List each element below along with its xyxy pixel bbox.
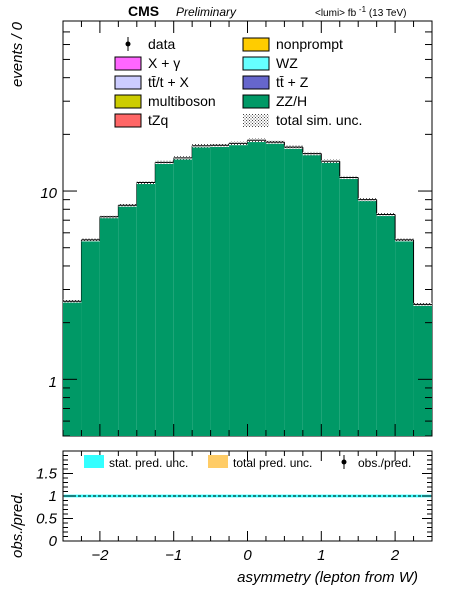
- zz-h-bar: [321, 161, 340, 436]
- legend-swatch: [242, 94, 270, 109]
- main-plot: events / 0 10 1: [9, 20, 433, 437]
- x-tick-label: 0: [243, 547, 252, 564]
- legend-label: data: [148, 36, 175, 52]
- legend-swatch: [114, 113, 142, 128]
- legend-item: ZZ/H: [242, 93, 307, 109]
- legend-label: X + γ: [148, 55, 180, 71]
- ratio-legend-obs-marker: [341, 455, 347, 469]
- main-ticks: [62, 20, 433, 437]
- x-tick-label: 1: [317, 547, 325, 564]
- ratio-labels: −2 −1 0 1 2 0 0.5 1 1.5: [36, 466, 400, 565]
- zz-h-bar: [210, 145, 230, 437]
- legend-swatch: [114, 56, 142, 71]
- main-y-axis-title: events / 0: [9, 21, 26, 87]
- legend-item: X + γ: [114, 55, 180, 71]
- ratio-legend-stat-swatch: [84, 455, 104, 468]
- zz-h-bar: [99, 216, 119, 436]
- lumi-text: <lumi> fb: [315, 8, 357, 19]
- zz-h-bar: [358, 199, 377, 436]
- ratio-stat-unc-band: [64, 494, 431, 498]
- legend-label: tZq: [148, 112, 168, 128]
- legend-swatch: [114, 75, 142, 90]
- legend-data-marker: [125, 41, 131, 47]
- legend-label: WZ: [276, 55, 298, 71]
- legend-label: nonprompt: [276, 36, 343, 52]
- zz-h-bar: [376, 214, 396, 436]
- legend-item: total sim. unc.: [243, 112, 362, 128]
- cms-label: CMS: [128, 3, 159, 19]
- y-tick-label-10: 10: [40, 185, 57, 202]
- legend-hatch-swatch: [243, 114, 269, 127]
- zz-h-bar: [173, 157, 193, 436]
- legend-swatch: [242, 75, 270, 90]
- legend-item: multiboson: [114, 93, 216, 109]
- x-tick-label: 2: [390, 547, 400, 564]
- legend-swatch: [242, 37, 270, 52]
- legend-item: tt̄/t + X: [114, 74, 190, 90]
- zz-h-bar: [118, 205, 137, 436]
- zz-h-bar: [413, 304, 432, 436]
- zz-h-bar: [265, 142, 285, 437]
- ratio-legend-stat-label: stat. pred. unc.: [109, 456, 188, 470]
- ratio-legend-obs-label: obs./pred.: [358, 456, 411, 470]
- legend-label: tt̄/t + X: [148, 74, 190, 90]
- preliminary-label: Preliminary: [176, 5, 237, 19]
- legend-item: tZq: [114, 112, 168, 128]
- x-tick-label: −1: [165, 547, 182, 564]
- zz-h-bar: [395, 239, 414, 436]
- x-axis-title: asymmetry (lepton from W): [237, 569, 418, 586]
- main-bars: [63, 138, 432, 437]
- zz-h-bar: [192, 145, 211, 436]
- lumi-label: <lumi> fb -1 (13 TeV): [315, 4, 406, 19]
- legend-label: total sim. unc.: [276, 112, 362, 128]
- ratio-legend-total-swatch: [208, 455, 228, 468]
- legend-item: WZ: [242, 55, 298, 71]
- ratio-y-tick-label: 0.5: [36, 511, 58, 528]
- ratio-legend-total-label: total pred. unc.: [233, 456, 312, 470]
- legend: data nonprompt X + γ WZ tt̄/t + X tt̄ + Z mult…: [114, 36, 362, 128]
- zz-h-bar: [229, 143, 248, 436]
- zz-h-bar: [63, 301, 82, 436]
- energy-text: (13 TeV): [369, 8, 407, 19]
- ratio-y-tick-label: 1: [49, 488, 57, 505]
- legend-label: ZZ/H: [276, 93, 307, 109]
- legend-item: data: [125, 36, 175, 52]
- legend-item: tt̄ + Z: [242, 74, 309, 90]
- zz-h-bar: [339, 177, 359, 436]
- x-tick-label: −2: [91, 547, 109, 564]
- legend-swatch: [242, 56, 270, 71]
- ratio-y-axis-title: obs./pred.: [9, 491, 26, 558]
- ratio-y-tick-label: 1.5: [36, 466, 58, 483]
- ratio-plot: −2 −1 0 1 2 0 0.5 1 1.5 obs./pred. asymmetry (le…: [9, 450, 433, 586]
- legend-item: nonprompt: [242, 36, 343, 52]
- zz-h-bar: [136, 182, 156, 436]
- y-tick-label-1: 1: [49, 374, 57, 391]
- legend-label: tt̄ + Z: [276, 74, 309, 90]
- legend-swatch: [114, 94, 142, 109]
- zz-h-bar: [284, 147, 303, 437]
- legend-label: multiboson: [148, 93, 216, 109]
- zz-h-bar: [247, 140, 266, 436]
- lumi-exponent: -1: [359, 5, 367, 14]
- zz-h-bar: [155, 162, 174, 436]
- zz-h-bar: [81, 239, 100, 436]
- zz-h-bar: [302, 153, 322, 436]
- ratio-y-tick-label: 0: [49, 533, 58, 550]
